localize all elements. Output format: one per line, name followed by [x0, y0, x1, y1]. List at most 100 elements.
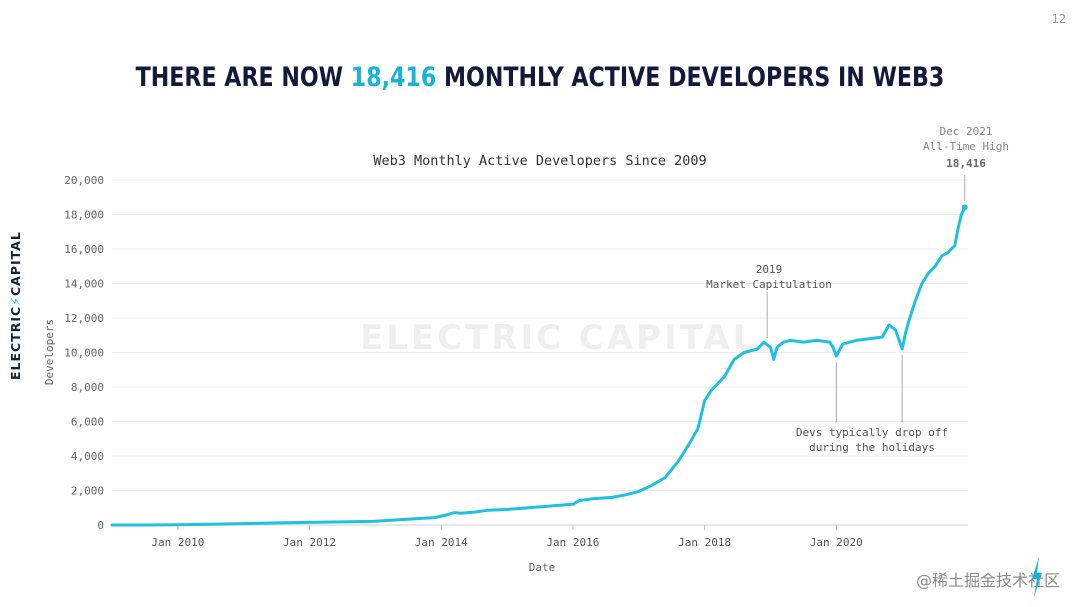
data-point	[855, 339, 857, 342]
data-point	[710, 389, 712, 392]
annotations: Dec 2021 All-Time High 18,416 2019 Market Ca…	[706, 125, 1009, 454]
corner-bolt-icon	[1032, 557, 1042, 597]
y-tick-label: 0	[97, 519, 104, 532]
data-point	[868, 338, 870, 340]
y-tick-label: 6,000	[71, 416, 104, 429]
data-point	[611, 496, 614, 498]
data-point	[904, 332, 907, 335]
data-point	[934, 265, 936, 267]
y-tick-label: 10,000	[64, 347, 104, 360]
holidays-label-line: during the holidays	[809, 441, 935, 454]
data-point	[756, 348, 758, 350]
data-point	[957, 227, 959, 229]
data-point	[486, 509, 488, 511]
chart-watermark: ELECTRIC CAPITAL	[360, 318, 758, 358]
data-point	[453, 511, 455, 514]
data-point	[434, 516, 436, 519]
data-point	[914, 300, 916, 302]
grid-lines	[112, 179, 968, 526]
axes	[177, 525, 837, 530]
data-point	[881, 336, 884, 338]
y-tick-label: 4,000	[71, 450, 104, 463]
x-tick-label: Jan 2014	[415, 536, 468, 549]
data-point	[888, 324, 890, 326]
chart-title: Web3 Monthly Active Developers Since 200…	[373, 153, 706, 169]
y-tick-label: 14,000	[64, 278, 104, 291]
data-point	[460, 512, 462, 514]
data-point	[539, 506, 541, 508]
data-point	[578, 499, 581, 502]
x-axis-label: Date	[529, 561, 556, 574]
data-point	[835, 355, 837, 357]
data-point	[773, 358, 775, 360]
data-point	[592, 498, 594, 500]
data-point	[802, 341, 804, 343]
data-point	[704, 400, 706, 402]
data-point	[921, 282, 923, 285]
corner-watermark: @稀土掘金技术社区	[915, 571, 1060, 590]
data-point	[947, 251, 949, 254]
y-axis-label: Developers	[43, 319, 56, 385]
data-point	[789, 339, 791, 342]
data-point	[559, 504, 561, 506]
ath-label-line: All-Time High	[923, 140, 1009, 153]
data-point	[664, 476, 666, 479]
data-point	[111, 524, 113, 526]
data-point	[901, 348, 903, 350]
ath-value: 18,416	[946, 157, 986, 170]
data-point	[783, 341, 785, 343]
data-point	[651, 484, 653, 486]
y-tick-label: 2,000	[71, 485, 104, 498]
data-point	[677, 460, 679, 462]
tick-labels: 0 2,000 4,000 6,000 8,000 10,000 12,000 14,000 1…	[64, 174, 863, 549]
data-point	[394, 519, 396, 521]
x-tick-label: Jan 2016	[546, 536, 599, 549]
data-point	[815, 339, 818, 342]
data-point	[414, 518, 416, 520]
data-point	[374, 520, 376, 522]
data-point	[177, 524, 179, 526]
data-point	[960, 213, 963, 216]
data-point	[447, 514, 449, 516]
y-tick-label: 16,000	[64, 243, 104, 256]
capitulation-label-line: 2019	[756, 263, 783, 276]
data-point	[519, 507, 521, 510]
headline-prefix: There are now	[135, 62, 351, 93]
data-point	[769, 346, 772, 348]
data-point	[842, 343, 844, 345]
data-point	[941, 255, 943, 257]
holidays-label-line: Devs typically drop off	[796, 426, 948, 439]
x-tick-label: Jan 2020	[810, 536, 863, 549]
data-point	[908, 320, 910, 323]
data-point	[276, 522, 278, 524]
data-point	[572, 503, 574, 505]
data-point	[308, 521, 311, 524]
data-point	[763, 341, 765, 343]
x-tick-label: Jan 2012	[283, 536, 336, 549]
series-line	[110, 205, 967, 527]
data-point	[776, 346, 778, 348]
data-point	[723, 376, 725, 378]
data-point	[144, 524, 146, 526]
series-group	[110, 205, 967, 527]
x-tick-label: Jan 2018	[678, 536, 731, 549]
data-point	[243, 523, 245, 525]
capitulation-label-line: Market Capitulation	[706, 278, 832, 291]
data-point	[210, 523, 212, 525]
data-point	[687, 445, 689, 447]
y-tick-label: 20,000	[64, 174, 104, 187]
page-number: 12	[1051, 12, 1066, 26]
x-tick-label: Jan 2010	[151, 536, 204, 549]
data-point	[638, 490, 640, 492]
data-point	[341, 521, 344, 523]
headline-highlight: 18,416	[350, 62, 437, 93]
data-point	[697, 427, 699, 429]
y-tick-label: 8,000	[71, 381, 104, 394]
data-point	[954, 244, 956, 247]
data-point	[894, 329, 897, 331]
data-point	[625, 494, 627, 496]
ath-label-line: Dec 2021	[940, 125, 993, 138]
data-point	[743, 351, 745, 354]
ath-marker	[961, 204, 968, 211]
